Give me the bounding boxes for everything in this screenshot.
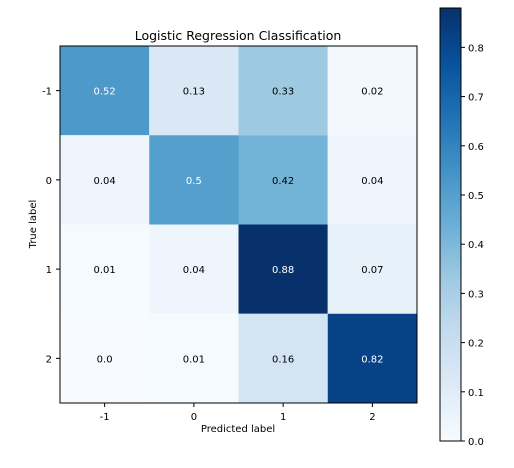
heatmap-cell-label-2-1: 0.04 bbox=[183, 265, 205, 276]
heatmap-cell-2-3 bbox=[327, 224, 417, 314]
heatmap-cell-label-0-3: 0.02 bbox=[361, 87, 383, 98]
heatmap-cell-label-0-0: 0.52 bbox=[93, 87, 115, 98]
heatmap-cell-label-3-2: 0.16 bbox=[272, 354, 294, 365]
y-tick-layer: -1 0 1 2 bbox=[42, 87, 60, 365]
heatmap-cell-label-2-2: 0.88 bbox=[272, 265, 294, 276]
heatmap-cell-0-1 bbox=[149, 46, 239, 136]
heatmap-cell-2-2 bbox=[238, 224, 328, 314]
colorbar-tick-label-4: 0.4 bbox=[468, 240, 484, 251]
heatmap-cell-3-1 bbox=[149, 313, 239, 403]
heatmap-cell-1-1 bbox=[149, 135, 239, 225]
heatmap-cell-2-0 bbox=[60, 224, 150, 314]
heatmap-cell-label-3-1: 0.01 bbox=[183, 354, 205, 365]
colorbar-fill bbox=[439, 7, 462, 442]
heatmap-cell-label-1-0: 0.04 bbox=[93, 176, 115, 187]
y-axis-label: True label bbox=[28, 200, 39, 250]
heatmap-cell-label-1-2: 0.42 bbox=[272, 176, 294, 187]
y-tick-label-1: 0 bbox=[46, 176, 52, 187]
heatmap-cell-label-1-3: 0.04 bbox=[361, 176, 383, 187]
y-tick-label-0: -1 bbox=[42, 87, 52, 98]
heatmap-cell-1-2 bbox=[238, 135, 328, 225]
heatmap-layer bbox=[60, 46, 417, 403]
colorbar-tick-label-1: 0.1 bbox=[468, 388, 484, 399]
heatmap-cell-0-3 bbox=[327, 46, 417, 136]
chart-title: Logistic Regression Classification bbox=[135, 28, 342, 43]
x-axis-label: Predicted label bbox=[201, 424, 275, 435]
heatmap-cell-label-2-0: 0.01 bbox=[93, 265, 115, 276]
colorbar-tick-label-8: 0.8 bbox=[468, 43, 484, 54]
x-tick-layer: -1 0 1 2 bbox=[100, 403, 376, 423]
plot-frame bbox=[59, 45, 418, 404]
x-tick-label-3: 2 bbox=[369, 412, 375, 423]
heatmap-cell-3-3 bbox=[327, 313, 417, 403]
colorbar-tick-label-7: 0.7 bbox=[468, 93, 484, 104]
heatmap-cell-0-0 bbox=[60, 46, 150, 136]
heatmap-cell-label-3-0: 0.0 bbox=[97, 354, 113, 365]
cell-label-layer: 0.52 0.13 0.33 0.02 0.04 0.5 0.42 0.04 0.01 0.04 0… bbox=[93, 87, 383, 366]
colorbar-tick-label-3: 0.3 bbox=[468, 289, 484, 300]
colorbar-tick-label-0: 0.0 bbox=[468, 437, 484, 448]
x-tick-label-1: 0 bbox=[191, 412, 197, 423]
heatmap-cell-0-2 bbox=[238, 46, 328, 136]
heatmap-cell-label-3-3: 0.82 bbox=[361, 354, 383, 365]
heatmap-cell-1-0 bbox=[60, 135, 150, 225]
colorbar-tick-label-2: 0.2 bbox=[468, 339, 484, 350]
heatmap-cell-label-0-2: 0.33 bbox=[272, 87, 294, 98]
x-tick-label-2: 1 bbox=[280, 412, 286, 423]
heatmap-cell-3-2 bbox=[238, 313, 328, 403]
heatmap-cell-1-3 bbox=[327, 135, 417, 225]
heatmap-cell-label-0-1: 0.13 bbox=[183, 87, 205, 98]
y-tick-label-2: 1 bbox=[46, 265, 52, 276]
colorbar-tick-layer: 0.0 0.1 0.2 0.3 0.4 0.5 0.6 0.7 0.8 bbox=[461, 43, 484, 448]
heatmap-cell-label-2-3: 0.07 bbox=[361, 265, 383, 276]
y-tick-label-3: 2 bbox=[46, 354, 52, 365]
heatmap-cell-label-1-1: 0.5 bbox=[186, 176, 202, 187]
heatmap-cell-2-1 bbox=[149, 224, 239, 314]
colorbar-tick-label-6: 0.6 bbox=[468, 142, 484, 153]
colorbar: 0.0 0.1 0.2 0.3 0.4 0.5 0.6 0.7 0.8 bbox=[439, 7, 484, 448]
heatmap-cell-3-0 bbox=[60, 313, 150, 403]
x-tick-label-0: -1 bbox=[100, 412, 110, 423]
colorbar-tick-label-5: 0.5 bbox=[468, 191, 484, 202]
